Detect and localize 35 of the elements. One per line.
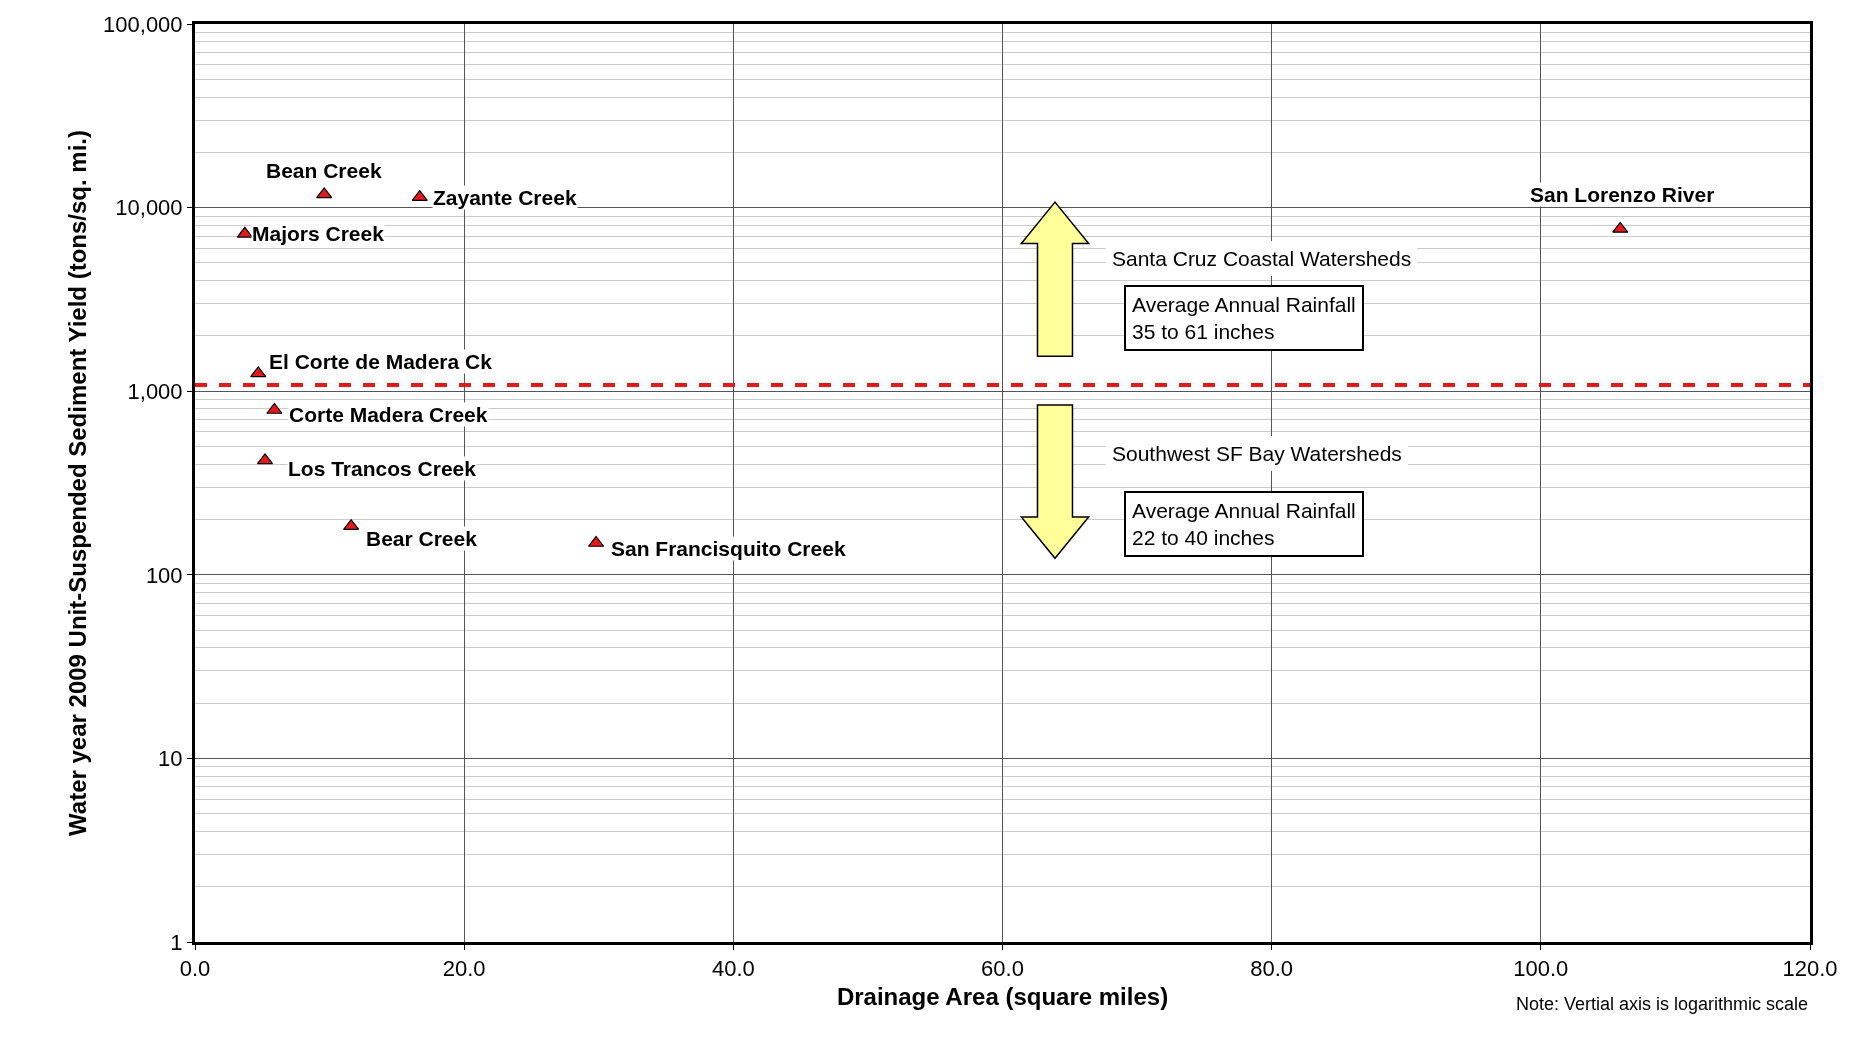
x-tick-label: 20.0 (442, 956, 486, 982)
y-axis-title: Water year 2009 Unit-Suspended Sediment Yield (tons/sq. mi.) (64, 130, 92, 836)
annotation: El Corte de Madera Ck (269, 350, 493, 373)
x-tick-label: 40.0 (711, 956, 755, 982)
x-tick-label: 120.0 (1782, 956, 1838, 982)
y-tick-label: 1 (170, 929, 183, 955)
y-tick-label: 10,000 (115, 195, 183, 221)
y-tick-label: 100 (145, 562, 183, 588)
annotation: Southwest SF Bay Watersheds (1112, 442, 1402, 465)
x-axis-title: Drainage Area (square miles) (836, 982, 1169, 1010)
annotation: Bear Creek (366, 527, 478, 550)
x-tick-label: 80.0 (1250, 956, 1294, 982)
point (266, 402, 283, 414)
y-tick-label: 100,000 (103, 11, 183, 37)
annotation: San Francisquito Creek (611, 537, 846, 560)
annotation: Majors Creek (252, 222, 385, 245)
annotation: Average Annual Rainfall 35 to 61 inches (1132, 293, 1356, 344)
point (316, 187, 333, 199)
x-tick-label: 100.0 (1513, 956, 1569, 982)
y-tick-label: 10 (158, 746, 183, 772)
annotation: Los Trancos Creek (288, 457, 477, 480)
y-tick-label: 1,000 (127, 378, 183, 404)
annotation: Bean Creek (266, 159, 382, 182)
point (1612, 221, 1629, 233)
point (250, 366, 267, 378)
point (343, 519, 360, 531)
x-tick-label: 0.0 (179, 956, 211, 982)
annotation: Average Annual Rainfall 22 to 40 inches (1132, 499, 1356, 550)
annotation: Zayante Creek (433, 186, 577, 209)
annotation: Corte Madera Creek (289, 403, 488, 426)
annotation: San Lorenzo River (1530, 183, 1715, 206)
point (236, 226, 253, 238)
annotation: Santa Cruz Coastal Watersheds (1112, 247, 1412, 270)
text: Note: Vertial axis is logarithmic scale (1516, 994, 1809, 1014)
x-tick-label: 60.0 (981, 956, 1024, 982)
